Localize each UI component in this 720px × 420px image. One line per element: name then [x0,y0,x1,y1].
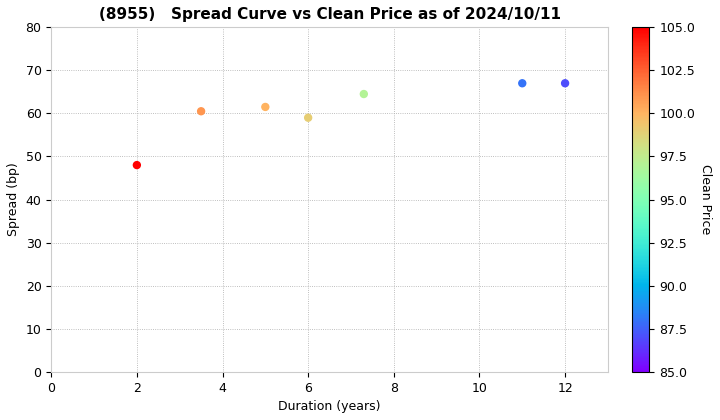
Point [195,108,207,115]
Y-axis label: Clean Price: Clean Price [699,164,712,235]
Point [516,80,528,87]
Point [559,80,571,87]
Point [260,104,271,110]
Point [302,114,314,121]
Point [131,162,143,168]
Point [358,91,369,97]
X-axis label: Duration (years): Duration (years) [279,400,381,413]
Title: (8955)   Spread Curve vs Clean Price as of 2024/10/11: (8955) Spread Curve vs Clean Price as of… [99,7,561,22]
Y-axis label: Spread (bp): Spread (bp) [7,163,20,236]
